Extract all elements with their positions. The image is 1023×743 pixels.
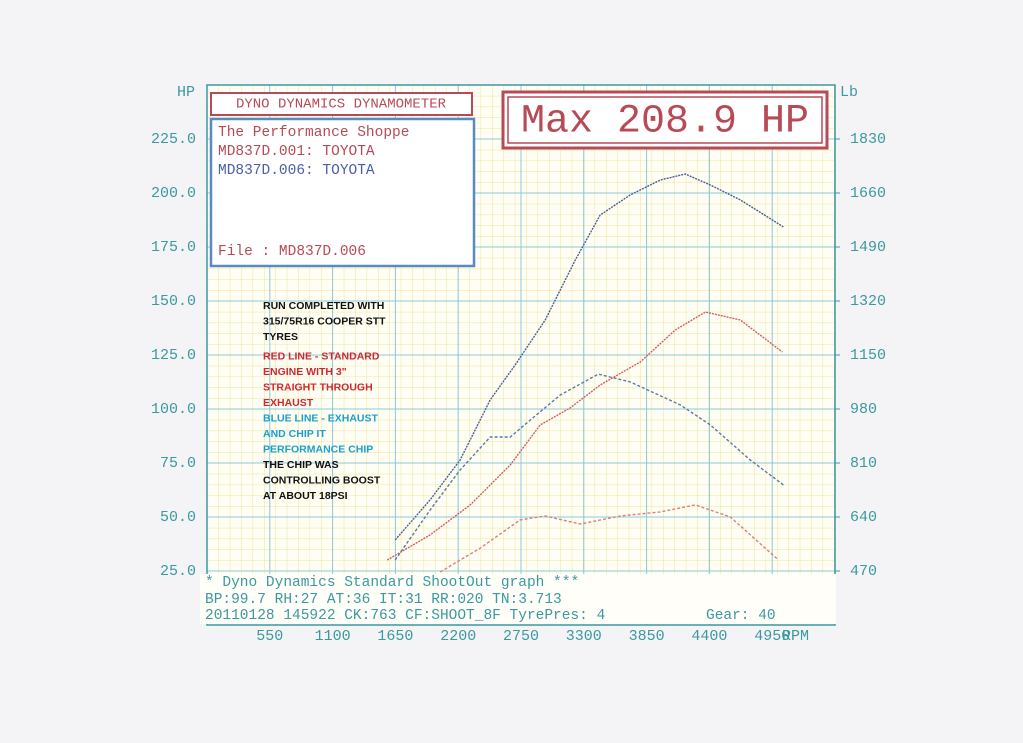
y-axis-label: HP [177, 84, 195, 101]
x-tick-label: 2750 [503, 628, 539, 645]
plot-frame [206, 84, 836, 626]
x-tick-label: 550 [256, 628, 283, 645]
x-tick-label: 2200 [440, 628, 476, 645]
footer-line: 20110128 145922 CK:763 CF:SHOOT_8F TyreP… [205, 608, 605, 624]
x-tick-label: 3850 [629, 628, 665, 645]
annotation: CONTROLLING BOOST [263, 474, 381, 486]
data-line [439, 504, 779, 573]
y2-tick-label: 640 [850, 509, 877, 526]
y2-tick-label: 1830 [850, 131, 886, 148]
annotation: AND CHIP IT [263, 428, 326, 440]
x-tick-label: 1100 [315, 628, 351, 645]
x-axis-label: RPM [782, 628, 809, 645]
y-tick-label: 75.0 [160, 455, 196, 472]
y2-tick-label: 1150 [850, 347, 886, 364]
annotation: THE CHIP WAS [263, 459, 339, 471]
annotation: ENGINE WITH 3" [263, 366, 347, 378]
annotation: TYRES [263, 331, 298, 343]
max-label: Max 208.9 HP [521, 100, 809, 145]
annotation: AT ABOUT 18PSI [263, 490, 348, 502]
annotation: RED LINE - STANDARD [263, 350, 380, 362]
y2-tick-label: 1660 [850, 185, 886, 202]
x-tick-label: 3300 [566, 628, 602, 645]
x-tick-label: 4950 [754, 628, 790, 645]
y2-tick-label: 980 [850, 401, 877, 418]
y-tick-label: 50.0 [160, 509, 196, 526]
y-tick-label: 25.0 [160, 563, 196, 580]
data-line [394, 373, 784, 561]
max-box [501, 90, 829, 150]
y-tick-label: 100.0 [151, 401, 196, 418]
annotation: RUN COMPLETED WITH [263, 300, 384, 312]
annotation: STRAIGHT THROUGH [263, 381, 373, 393]
data-line [386, 311, 783, 561]
footer-box [200, 574, 836, 624]
y2-axis-label: Lb [840, 84, 858, 101]
info-line: MD837D.001: TOYOTA [218, 144, 375, 160]
annotation: EXHAUST [263, 397, 314, 409]
annotation: BLUE LINE - EXHAUST [263, 412, 379, 424]
y2-tick-label: 1490 [850, 239, 886, 256]
footer-line: BP:99.7 RH:27 AT:36 IT:31 RR:020 TN:3.71… [205, 592, 562, 608]
info-line: MD837D.006: TOYOTA [218, 163, 375, 179]
data-line [394, 173, 784, 541]
info-box [209, 117, 476, 268]
footer-line: Gear: 40 [706, 608, 776, 624]
x-tick-label: 4400 [691, 628, 727, 645]
y2-tick-label: 810 [850, 455, 877, 472]
y2-tick-label: 470 [850, 563, 877, 580]
y-tick-label: 175.0 [151, 239, 196, 256]
y-tick-label: 150.0 [151, 293, 196, 310]
x-tick-label: 1650 [377, 628, 413, 645]
y-tick-label: 200.0 [151, 185, 196, 202]
annotation: PERFORMANCE CHIP [263, 443, 373, 455]
max-box-inner [507, 96, 823, 144]
header: DYNO DYNAMICS DYNAMOMETER [236, 97, 447, 113]
y2-tick-label: 1320 [850, 293, 886, 310]
y-tick-label: 125.0 [151, 347, 196, 364]
y-tick-label: 225.0 [151, 131, 196, 148]
info-line: The Performance Shoppe [218, 125, 409, 141]
header-box [210, 92, 473, 116]
annotation: 315/75R16 COOPER STT [263, 315, 386, 327]
info-line: File : MD837D.006 [218, 244, 366, 260]
footer-line: * Dyno Dynamics Standard ShootOut graph … [205, 575, 579, 591]
